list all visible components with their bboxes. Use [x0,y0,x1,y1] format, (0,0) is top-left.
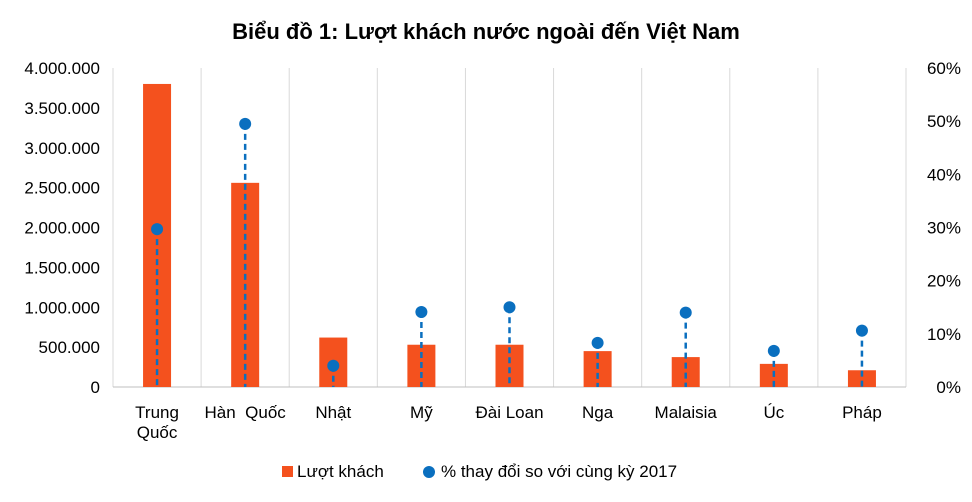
percent-point [327,359,340,372]
y-left-tick-label: 2.000.000 [24,219,100,238]
y-right-tick-label: 60% [927,59,961,78]
x-tick-label: Hàn Quốc [205,403,287,422]
y-left-tick-label: 1.500.000 [24,258,100,277]
legend-swatch-point [423,466,435,478]
percent-series [151,117,868,387]
bar [847,370,876,387]
percent-point [855,324,868,337]
legend-label: Lượt khách [297,462,384,481]
axes: 0 500.000 1.000.000 1.500.000 2.000.000 2.500… [24,59,961,442]
x-tick-label: Đài Loan [475,403,543,422]
x-tick-label: Úc [763,403,784,422]
y-left-tick-label: 500.000 [39,338,100,357]
x-tick-label: Malaisia [655,403,718,422]
y-left-tick-label: 1.000.000 [24,298,100,317]
y-right-tick-label: 0% [936,378,961,397]
y-right-tick-label: 20% [927,272,961,291]
y-left-tick-label: 0 [91,378,100,397]
percent-point [767,344,780,357]
y-left-tick-label: 4.000.000 [24,59,100,78]
legend-swatch-bar [282,466,293,477]
y-left-tick-label: 2.500.000 [24,179,100,198]
x-tick-label: Nhật [315,403,351,422]
x-tick-label: Nga [582,403,614,422]
percent-point [151,223,164,236]
percent-point [679,306,692,319]
chart-title: Biểu đồ 1: Lượt khách nước ngoài đến Việ… [232,19,740,44]
legend: Lượt khách % thay đổi so với cùng kỳ 2017 [282,462,677,481]
y-right-tick-label: 40% [927,165,961,184]
x-tick-label: Trung [135,403,179,422]
y-left-tick-label: 3.500.000 [24,99,100,118]
bar [671,357,700,387]
bar [143,83,172,387]
percent-point [239,117,252,130]
y-right-tick-label: 30% [927,219,961,238]
y-right-tick-label: 10% [927,325,961,344]
legend-label: % thay đổi so với cùng kỳ 2017 [441,462,677,481]
y-right-tick-label: 50% [927,112,961,131]
percent-point [503,301,516,314]
x-tick-label: Mỹ [410,403,433,422]
percent-point [415,306,428,319]
y-left-tick-label: 3.000.000 [24,139,100,158]
percent-point [591,336,604,349]
x-tick-label: Pháp [842,403,882,422]
x-tick-label: Quốc [137,423,178,442]
